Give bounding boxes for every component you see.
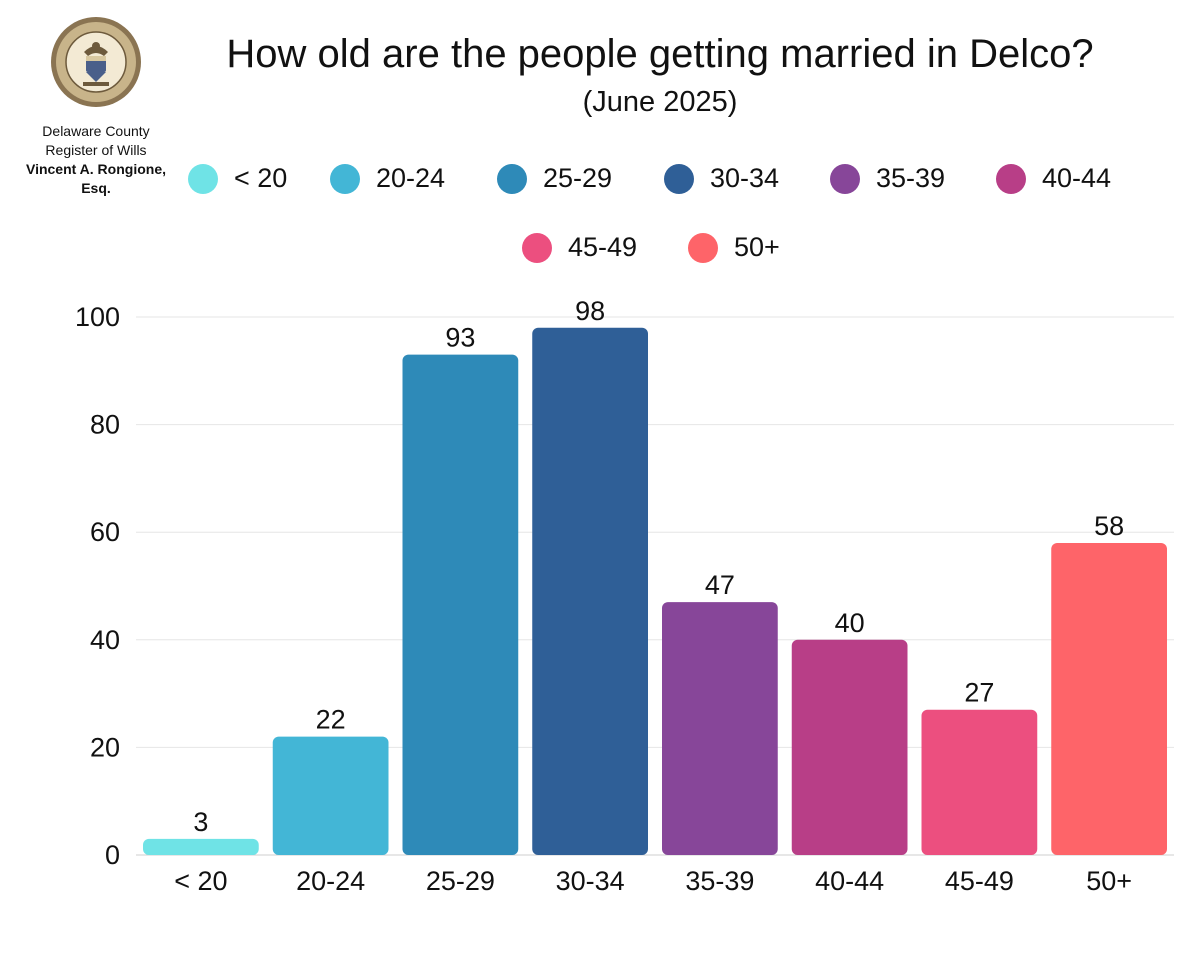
data-label: 40: [835, 608, 865, 638]
bar: [272, 736, 389, 855]
legend-swatch: [830, 163, 860, 194]
legend-label: 45-49: [568, 232, 638, 262]
data-label: 93: [445, 323, 475, 353]
x-tick-label: 20-24: [296, 866, 365, 896]
bar: [921, 709, 1038, 855]
legend-swatch: [188, 163, 218, 194]
legend-label: 25-29: [543, 163, 613, 193]
organization-block: Delaware County Register of Wills Vincen…: [0, 122, 192, 198]
org-official-name: Vincent A. Rongione,: [25, 161, 166, 177]
chart-subtitle: (June 2025): [582, 86, 738, 118]
legend-item: 50+: [688, 232, 780, 263]
y-tick-label: 80: [90, 410, 120, 440]
bar: [402, 354, 519, 855]
legend-label: 40-44: [1042, 163, 1112, 193]
x-tick-label: 40-44: [815, 866, 884, 896]
y-tick-label: 20: [90, 732, 120, 762]
data-label: 27: [964, 678, 994, 708]
legend-item: 25-29: [497, 163, 612, 194]
x-tick-label: 25-29: [426, 866, 495, 896]
legend-label: 35-39: [876, 163, 946, 193]
bar: [791, 639, 908, 855]
legend-swatch: [497, 163, 527, 194]
legend-label: 20-24: [376, 163, 446, 193]
legend-item: 35-39: [830, 163, 945, 194]
legend-item: 40-44: [996, 163, 1111, 194]
chart-legend: < 20 20-24 25-29 30-34 35-39 40-44 45-49 50+: [0, 0, 1200, 280]
legend-item: 30-34: [664, 163, 779, 194]
legend-swatch: [688, 232, 718, 263]
bar: [1051, 542, 1167, 855]
x-tick-label: 35-39: [685, 866, 754, 896]
data-label: 47: [705, 570, 735, 600]
org-official-suffix: Esq.: [81, 180, 111, 196]
legend-label: 50+: [734, 232, 780, 262]
legend-swatch: [522, 232, 552, 263]
bar: [143, 838, 259, 855]
bar: [662, 602, 778, 855]
y-tick-label: 60: [90, 517, 120, 547]
data-label: 98: [575, 296, 605, 326]
legend-item: < 20: [188, 163, 287, 194]
data-label: 3: [193, 807, 208, 837]
x-tick-label: 50+: [1086, 866, 1132, 896]
legend-swatch: [664, 163, 694, 194]
legend-swatch: [996, 163, 1026, 194]
chart-title: How old are the people getting married i…: [226, 32, 1094, 76]
legend-item: 45-49: [522, 232, 637, 263]
legend-swatch: [330, 163, 360, 194]
x-tick-label: 30-34: [556, 866, 625, 896]
y-tick-label: 40: [90, 625, 120, 655]
y-tick-label: 100: [75, 302, 120, 332]
data-label: 58: [1094, 511, 1124, 541]
legend-item: 20-24: [330, 163, 445, 194]
county-seal-icon: [51, 17, 141, 107]
legend-label: 30-34: [710, 163, 780, 193]
legend-label: < 20: [234, 163, 288, 193]
x-tick-label: < 20: [174, 866, 227, 896]
bar: [532, 327, 648, 855]
data-label: 22: [316, 705, 346, 735]
org-line-2: Register of Wills: [45, 142, 147, 158]
y-tick-label: 0: [105, 840, 120, 870]
org-line-1: Delaware County: [42, 123, 150, 139]
x-tick-label: 45-49: [945, 866, 1014, 896]
